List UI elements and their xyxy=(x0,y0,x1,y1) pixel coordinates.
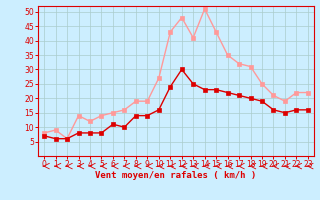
X-axis label: Vent moyen/en rafales ( km/h ): Vent moyen/en rafales ( km/h ) xyxy=(95,171,257,180)
